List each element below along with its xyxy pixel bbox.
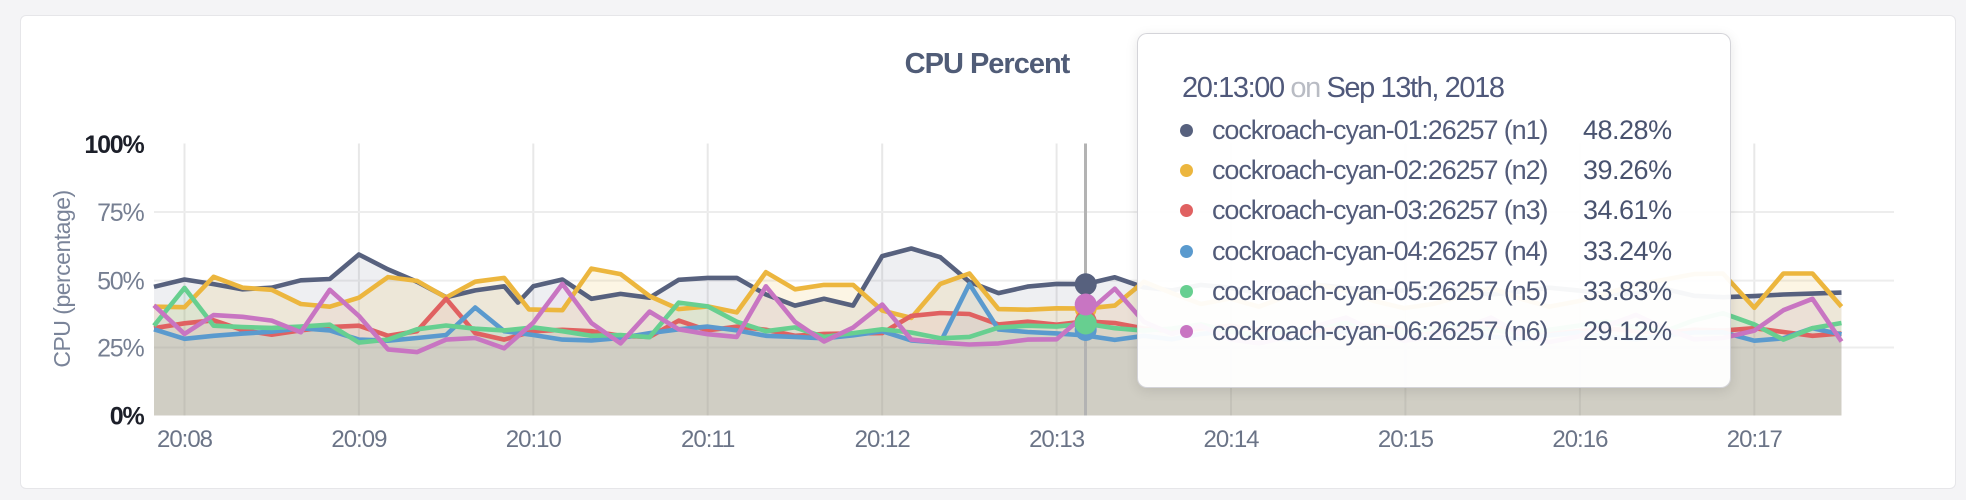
svg-text:25%: 25% <box>97 335 144 363</box>
svg-text:20:13: 20:13 <box>1029 426 1085 453</box>
svg-text:20:14: 20:14 <box>1203 426 1259 453</box>
svg-text:20:17: 20:17 <box>1727 426 1783 453</box>
svg-text:20:12: 20:12 <box>855 426 911 453</box>
svg-text:0%: 0% <box>110 403 145 431</box>
svg-text:20:08: 20:08 <box>157 426 213 453</box>
svg-text:75%: 75% <box>97 199 144 227</box>
svg-text:20:11: 20:11 <box>681 426 735 453</box>
svg-text:20:16: 20:16 <box>1552 426 1608 453</box>
svg-text:20:15: 20:15 <box>1378 426 1434 453</box>
svg-text:50%: 50% <box>97 268 144 296</box>
svg-text:CPU (percentage): CPU (percentage) <box>49 190 75 367</box>
svg-text:100%: 100% <box>84 131 144 159</box>
svg-text:20:10: 20:10 <box>506 426 562 453</box>
svg-text:20:09: 20:09 <box>331 426 387 453</box>
